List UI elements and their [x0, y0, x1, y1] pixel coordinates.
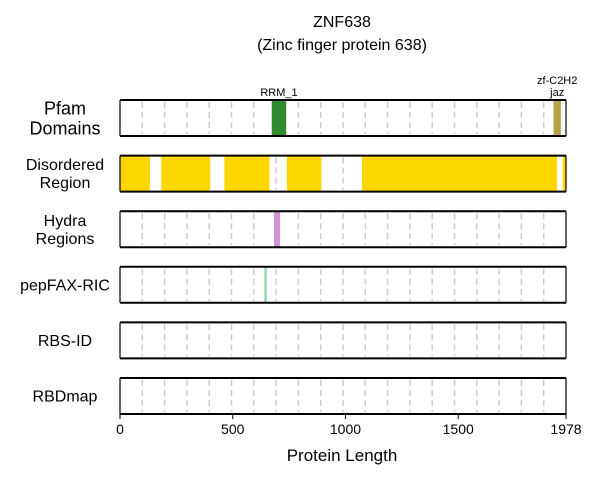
segment-label: RRM_1 — [260, 87, 297, 99]
segment-label: zf-C2H2 — [537, 75, 577, 87]
track-3-segment-0 — [264, 266, 267, 303]
track-label: RBS-ID — [38, 333, 92, 350]
track-1-segment-1 — [161, 155, 211, 192]
track-4: RBS-ID — [38, 321, 567, 360]
track-1-segment-4 — [361, 155, 557, 192]
x-axis-label: Protein Length — [287, 446, 398, 465]
track-0-segment-1 — [553, 100, 561, 136]
track-5: RBDmap — [33, 377, 567, 415]
track-label: Region — [40, 175, 91, 192]
x-tick-label: 1000 — [330, 421, 361, 437]
track-1-segment-3 — [286, 155, 322, 192]
track-label: RBDmap — [33, 389, 98, 406]
track-2-segment-0 — [274, 211, 281, 248]
track-label: Domains — [29, 118, 100, 138]
tracks-layer: RRM_1zf-C2H2jazPfamDomainsDisorderedRegi… — [20, 75, 577, 415]
segment-label: jaz — [549, 87, 564, 99]
x-tick-label: 0 — [116, 421, 124, 437]
track-label: Regions — [36, 231, 95, 248]
track-1-segment-2 — [224, 155, 270, 192]
x-axis: 0 500 1000 1500 1978 — [116, 414, 582, 437]
track-0-segment-0 — [271, 100, 287, 136]
x-tick-label: 500 — [221, 421, 245, 437]
track-label: Disordered — [26, 157, 104, 174]
chart-subtitle: (Zinc finger protein 638) — [257, 37, 427, 54]
track-label: Pfam — [44, 98, 86, 118]
track-label: Hydra — [44, 213, 87, 230]
chart-title: ZNF638 — [313, 14, 371, 31]
track-1-segment-0 — [120, 155, 150, 192]
track-label: pepFAX-RIC — [20, 277, 110, 294]
track-1-segment-5 — [562, 155, 566, 192]
x-tick-label: 1500 — [443, 421, 474, 437]
x-tick-label: 1978 — [550, 421, 581, 437]
track-3: pepFAX-RIC — [20, 265, 567, 304]
